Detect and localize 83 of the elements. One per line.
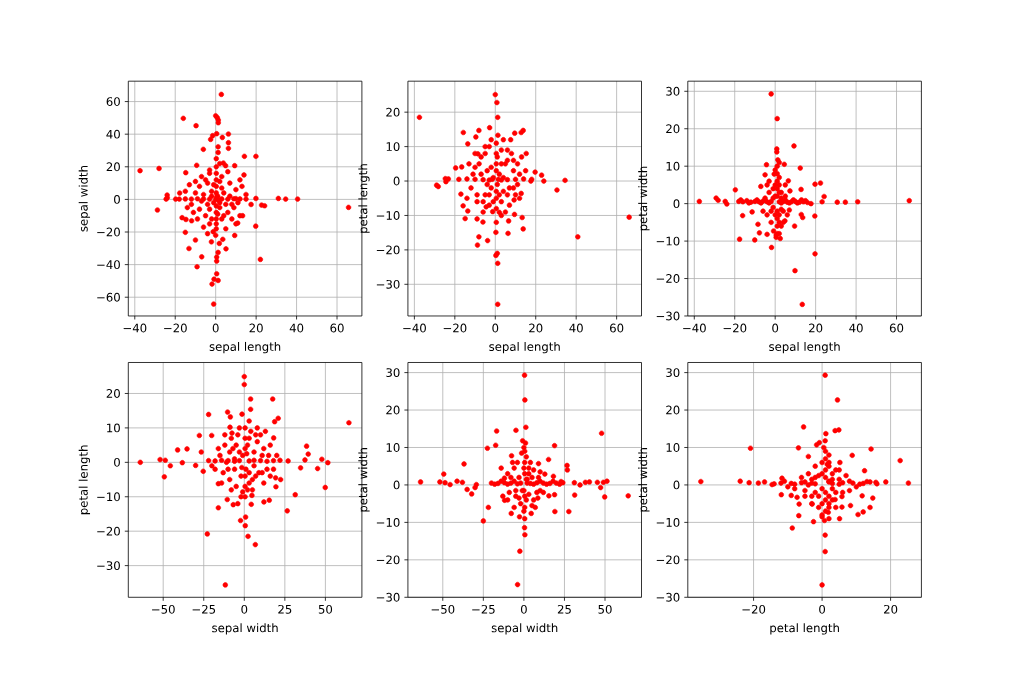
y-axis-title: petal width: [638, 448, 650, 512]
x-tick-label: −50: [431, 604, 455, 614]
y-tick-label: 20: [666, 124, 680, 134]
y-tick-label: −30: [376, 279, 400, 289]
x-tick-label: 0: [520, 604, 527, 614]
y-tick-label: 30: [666, 86, 680, 96]
y-tick-label: 0: [673, 480, 680, 490]
x-tick-label: −40: [403, 323, 426, 333]
y-tick-label: 10: [107, 423, 120, 433]
x-tick-label: −20: [723, 323, 747, 333]
x-tick-label: 60: [610, 323, 624, 333]
y-tick-label: 0: [114, 457, 120, 467]
y-tick-label: 20: [386, 107, 400, 117]
y-tick-label: −20: [376, 245, 400, 255]
y-tick-label: 0: [673, 199, 680, 209]
y-tick-label: −40: [97, 260, 120, 270]
x-tick-label: 25: [278, 604, 292, 614]
y-tick-label: −30: [656, 311, 680, 321]
x-tick-label: 50: [598, 604, 612, 614]
x-tick-label: 0: [772, 323, 779, 333]
x-tick-label: −20: [164, 323, 187, 333]
y-tick-label: 40: [106, 129, 120, 139]
x-axis-title: sepal length: [209, 341, 281, 354]
x-axis-title: sepal width: [212, 623, 278, 635]
y-tick-label: 0: [393, 176, 400, 186]
y-tick-label: −30: [97, 561, 120, 571]
y-tick-label: 20: [666, 405, 680, 415]
x-tick-label: 40: [289, 323, 304, 333]
y-tick-label: −30: [376, 592, 400, 602]
y-tick-label: 10: [386, 443, 400, 452]
y-tick-label: 20: [106, 162, 120, 172]
y-tick-label: −10: [656, 236, 680, 246]
x-tick-label: −50: [152, 604, 175, 614]
x-tick-label: 0: [212, 323, 219, 333]
y-tick-label: −10: [656, 517, 680, 527]
y-axis-title: petal width: [358, 448, 370, 512]
x-tick-label: 20: [884, 604, 898, 614]
y-tick-label: −60: [97, 292, 120, 302]
y-axis-title: sepal width: [78, 166, 91, 232]
y-tick-label: 30: [666, 368, 680, 378]
y-tick-label: −20: [97, 227, 120, 237]
y-tick-label: 0: [114, 194, 120, 204]
y-axis-title: petal width: [638, 166, 650, 231]
x-axis-title: petal length: [770, 623, 839, 635]
x-tick-label: 20: [809, 323, 823, 333]
x-tick-label: 60: [330, 323, 344, 333]
y-tick-label: −20: [97, 526, 120, 536]
x-axis-title: sepal width: [491, 623, 558, 635]
x-tick-label: 25: [557, 604, 571, 614]
x-tick-label: 0: [492, 323, 499, 333]
y-tick-label: −20: [376, 555, 400, 565]
x-tick-label: 60: [889, 323, 904, 333]
y-tick-label: 10: [666, 443, 680, 452]
x-tick-label: −25: [472, 604, 495, 614]
x-axis-title: sepal length: [489, 341, 560, 354]
x-tick-label: −40: [683, 323, 706, 333]
x-axis-title: sepal length: [769, 341, 840, 354]
x-tick-label: 20: [249, 323, 263, 333]
x-tick-label: −25: [192, 604, 216, 614]
y-tick-label: −30: [656, 592, 680, 602]
x-tick-label: −20: [742, 604, 766, 614]
x-tick-label: 0: [241, 604, 248, 614]
y-tick-label: −10: [376, 211, 400, 220]
y-tick-label: 10: [386, 142, 400, 152]
x-tick-label: 40: [569, 323, 583, 333]
y-axis-title: petal length: [78, 445, 91, 515]
y-tick-label: 0: [393, 480, 400, 490]
y-tick-label: 10: [666, 161, 680, 171]
x-tick-label: 50: [318, 604, 333, 614]
y-tick-label: 20: [106, 389, 120, 398]
y-tick-label: 60: [106, 97, 120, 106]
y-tick-label: −10: [376, 517, 400, 527]
x-tick-label: 0: [819, 604, 826, 614]
y-tick-label: 20: [386, 405, 400, 415]
y-tick-label: −20: [656, 274, 680, 283]
y-tick-label: 30: [386, 368, 400, 378]
y-tick-label: −20: [656, 555, 680, 565]
x-tick-label: 20: [529, 323, 543, 333]
x-tick-label: −20: [443, 323, 467, 333]
x-tick-label: 40: [849, 323, 863, 333]
y-axis-title: petal length: [358, 164, 370, 233]
x-tick-label: −40: [123, 323, 147, 333]
y-tick-label: −10: [97, 492, 120, 502]
